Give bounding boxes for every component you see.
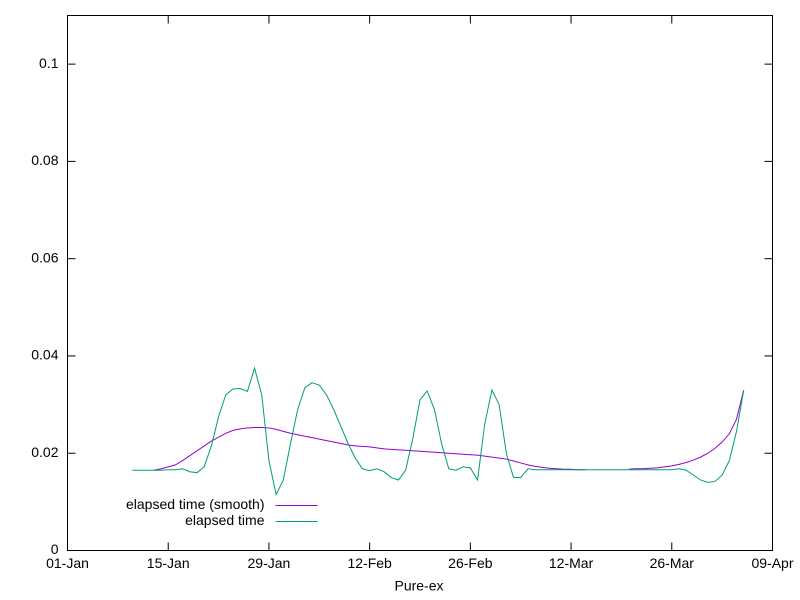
x-tick-label: 01-Jan — [46, 555, 89, 571]
series-line — [132, 366, 745, 497]
x-tick-label: 29-Jan — [248, 555, 291, 571]
x-tick-label: 15-Jan — [147, 555, 190, 571]
x-tick-label: 26-Mar — [650, 555, 695, 571]
y-tick-label: 0.04 — [31, 347, 58, 363]
x-tick-label: 26-Feb — [448, 555, 493, 571]
legend-label: elapsed time — [185, 512, 265, 528]
y-tick-label: 0.1 — [39, 55, 59, 71]
series-line — [153, 389, 745, 471]
x-tick-label: 09-Apr — [751, 555, 793, 571]
plot-border — [67, 15, 773, 551]
y-tick-label: 0.06 — [31, 249, 58, 265]
legend-label: elapsed time (smooth) — [126, 496, 265, 512]
x-axis-label: Pure-ex — [394, 578, 443, 594]
y-tick-label: 0.02 — [31, 444, 58, 460]
y-tick-label: 0.08 — [31, 152, 58, 168]
x-tick-label: 12-Mar — [549, 555, 594, 571]
x-tick-label: 12-Feb — [347, 555, 392, 571]
y-tick-label: 0 — [51, 541, 59, 557]
